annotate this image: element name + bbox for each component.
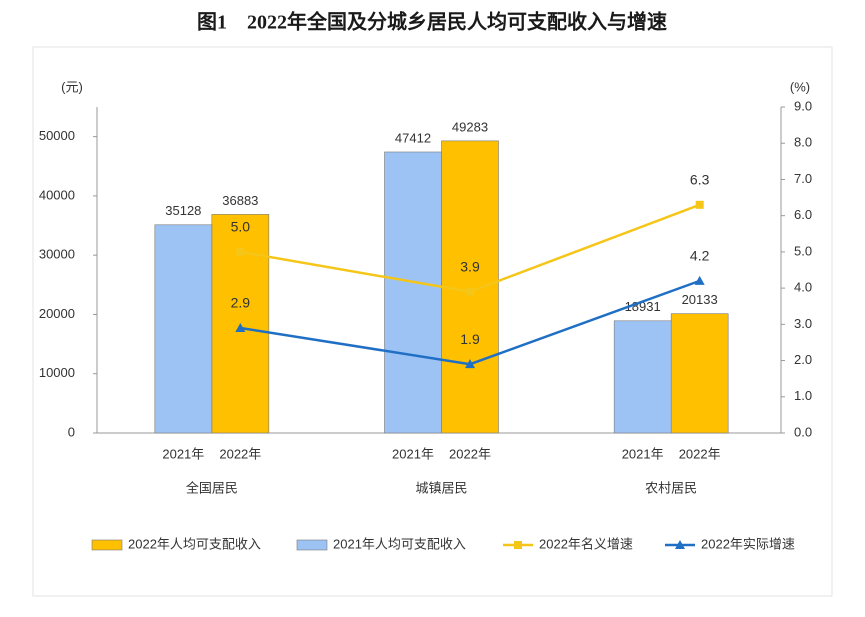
legend-swatch xyxy=(296,539,328,551)
legend-label: 2022年实际增速 xyxy=(701,536,795,551)
y2-tick-label: 7.0 xyxy=(794,171,812,186)
bar-value-label: 18931 xyxy=(625,299,661,314)
x-bar-label: 2021年 xyxy=(622,446,664,461)
x-bar-label: 2022年 xyxy=(449,446,491,461)
bar-value-label: 49283 xyxy=(452,119,488,134)
y-tick-label: 50000 xyxy=(39,128,75,143)
bar-value-label: 20133 xyxy=(682,292,718,307)
y2-tick-label: 9.0 xyxy=(794,98,812,113)
x-bar-label: 2021年 xyxy=(392,446,434,461)
line-marker xyxy=(694,275,705,285)
legend-marker xyxy=(675,540,685,549)
legend-swatch xyxy=(91,539,123,551)
line-value-label: 2.9 xyxy=(231,295,251,311)
legend-marker xyxy=(514,541,522,549)
y-tick-label: 30000 xyxy=(39,247,75,262)
y2-tick-label: 8.0 xyxy=(794,135,812,150)
bar xyxy=(154,224,213,434)
bar-value-label: 36883 xyxy=(222,193,258,208)
x-category-label: 全国居民 xyxy=(186,480,238,495)
bar xyxy=(670,313,729,434)
legend-label: 2021年人均可支配收入 xyxy=(333,536,466,551)
bar-value-label: 35128 xyxy=(165,203,201,218)
line-value-label: 1.9 xyxy=(460,331,480,347)
line-marker xyxy=(236,247,245,256)
x-category-label: 城镇居民 xyxy=(415,480,467,495)
x-bar-label: 2021年 xyxy=(162,446,204,461)
line-marker xyxy=(235,322,246,332)
x-category-label: 农村居民 xyxy=(645,480,697,495)
line-value-label: 4.2 xyxy=(690,248,710,264)
y-tick-label: 40000 xyxy=(39,187,75,202)
x-bar-label: 2022年 xyxy=(219,446,261,461)
line-value-label: 3.9 xyxy=(460,258,480,274)
y2-tick-label: 5.0 xyxy=(794,243,812,258)
x-bar-label: 2022年 xyxy=(679,446,721,461)
y-tick-label: 20000 xyxy=(39,306,75,321)
chart-title: 图1 2022年全国及分城乡居民人均可支配收入与增速 xyxy=(197,10,667,34)
line-value-label: 5.0 xyxy=(231,219,251,235)
bar xyxy=(441,140,499,434)
y-tick-label: 0 xyxy=(68,424,75,439)
y2-tick-label: 3.0 xyxy=(794,316,812,331)
y2-tick-label: 4.0 xyxy=(794,280,812,295)
y-tick-label: 10000 xyxy=(39,365,75,380)
line-marker xyxy=(465,359,475,369)
legend-label: 2022年人均可支配收入 xyxy=(128,536,261,551)
y2-tick-label: 0.0 xyxy=(794,424,812,439)
bar-value-label: 47412 xyxy=(395,130,431,145)
legend-label: 2022年名义增速 xyxy=(539,536,633,551)
line-value-label: 6.3 xyxy=(690,172,710,188)
y2-tick-label: 6.0 xyxy=(794,207,812,222)
y2-axis-unit: (%) xyxy=(790,79,810,94)
y2-tick-label: 2.0 xyxy=(794,352,812,367)
bar xyxy=(384,151,442,434)
line-marker xyxy=(695,200,704,209)
line-marker xyxy=(466,287,474,296)
y-axis-unit: (元) xyxy=(61,79,83,94)
bar xyxy=(613,320,672,434)
y2-tick-label: 1.0 xyxy=(794,388,812,403)
